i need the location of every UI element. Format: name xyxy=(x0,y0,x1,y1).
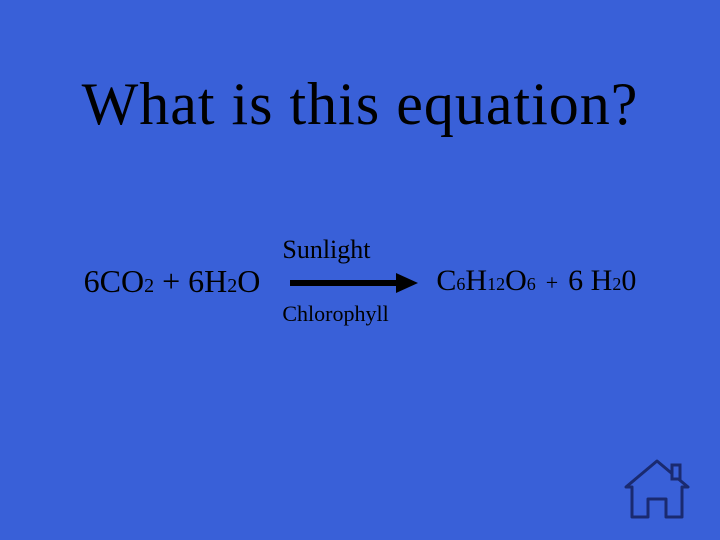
h2o-o: O xyxy=(237,263,260,299)
water-h: H xyxy=(591,264,613,297)
co2-sub: 2 xyxy=(144,275,154,297)
reactants: 6CO2 + 6H2O xyxy=(84,263,261,300)
home-icon[interactable] xyxy=(622,457,692,522)
water-zero: 0 xyxy=(621,264,636,297)
glucose-sub2: 12 xyxy=(487,274,505,294)
slide-title: What is this equation? xyxy=(0,70,720,139)
equation-row: 6CO2 + 6H2O Sunlight Chlorophyll C6H12O6… xyxy=(0,235,720,327)
glucose-sub3: 6 xyxy=(527,274,536,294)
water-product: 6 H20 xyxy=(568,264,636,298)
glucose-o: O xyxy=(505,264,527,297)
water-sub1: 2 xyxy=(612,274,621,294)
arrow-block: Sunlight Chlorophyll xyxy=(288,235,418,327)
h2o-sub1: 2 xyxy=(227,275,237,297)
sunlight-label: Sunlight xyxy=(282,235,370,265)
co2-coeff: 6 xyxy=(84,263,100,299)
h2o-coeff: 6 xyxy=(188,263,204,299)
glucose-c: C xyxy=(436,264,456,297)
co2-formula: CO xyxy=(100,263,144,299)
water-coeff: 6 xyxy=(568,264,591,297)
reaction-arrow-icon xyxy=(288,271,418,295)
chlorophyll-label: Chlorophyll xyxy=(282,301,388,327)
plus-2: + xyxy=(546,270,558,296)
products: C6H12O6 + 6 H20 xyxy=(436,264,636,298)
glucose-h: H xyxy=(465,264,487,297)
h2o-h: H xyxy=(204,263,227,299)
glucose: C6H12O6 xyxy=(436,264,535,298)
plus-1: + xyxy=(154,263,188,299)
